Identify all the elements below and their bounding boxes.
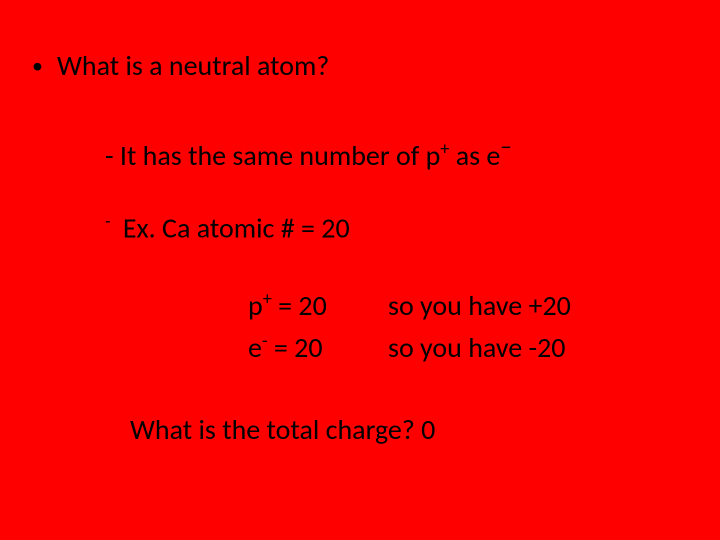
proton-symbol: p	[248, 288, 263, 323]
definition-mid: as e	[449, 138, 500, 173]
example-line: - Ex. Ca atomic # = 20	[105, 210, 350, 245]
proton-plus: +	[263, 288, 272, 310]
slide: • What is a neutral atom? - It has the s…	[0, 0, 720, 540]
electron-value: = 20	[268, 330, 323, 365]
charge-question: What is the total charge? 0	[130, 412, 435, 447]
definition-prefix: - It has the same number of p	[105, 138, 440, 173]
example-text: Ex. Ca atomic # = 20	[117, 210, 350, 245]
electron-equation: e- = 20	[248, 330, 323, 365]
electron-result: so you have -20	[388, 330, 565, 365]
proton-equation: p+ = 20	[248, 288, 327, 323]
electron-symbol: e	[248, 330, 262, 365]
bullet-icon: •	[32, 52, 43, 79]
title-line: • What is a neutral atom?	[32, 48, 329, 83]
proton-superscript: +	[440, 138, 449, 160]
proton-result: so you have +20	[388, 288, 571, 323]
proton-value: = 20	[272, 288, 327, 323]
definition-line: - It has the same number of p+ as e−	[105, 138, 511, 173]
title-text: What is a neutral atom?	[57, 48, 329, 83]
example-dash: -	[105, 210, 111, 232]
electron-superscript: −	[500, 135, 511, 162]
